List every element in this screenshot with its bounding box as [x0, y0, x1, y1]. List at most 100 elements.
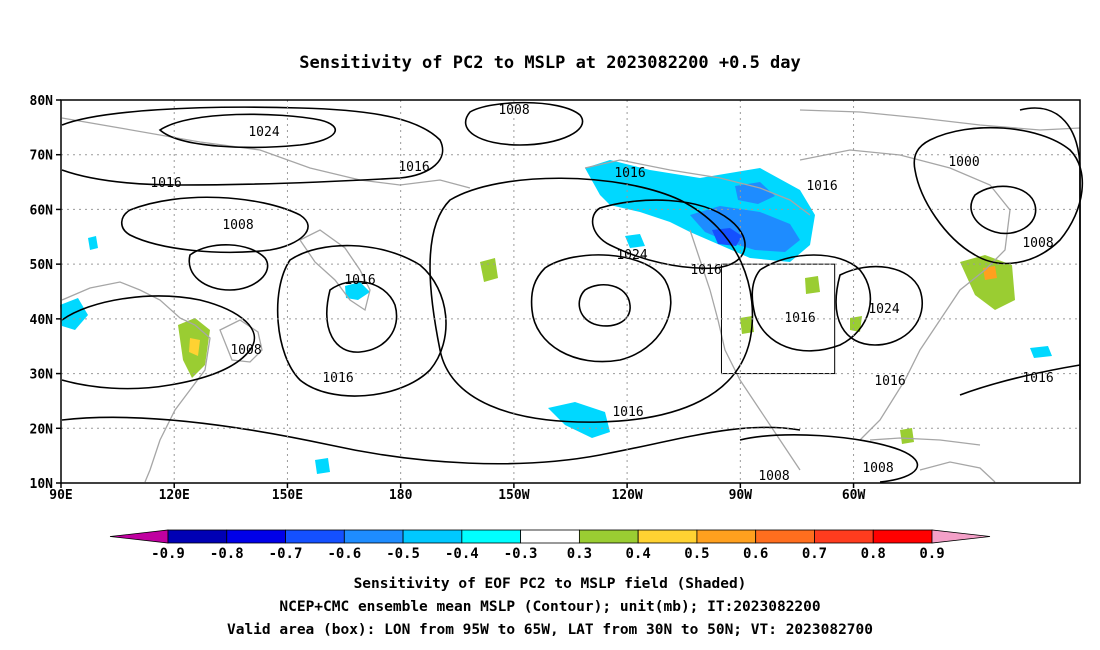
colorbar-tick-label: 0.7	[802, 546, 827, 562]
isobar-1016-north	[61, 106, 444, 186]
isobar-1024-na-high	[835, 265, 923, 346]
lat-tick-label: 10N	[30, 477, 54, 492]
shading-pos-great-lakes	[805, 276, 820, 294]
colorbar-tick-label: -0.8	[210, 546, 244, 562]
contour-label: 1024	[248, 125, 279, 140]
coastline-siberia	[61, 117, 471, 189]
coastlines	[61, 109, 1081, 483]
colorbar-box	[167, 529, 228, 544]
caption-line-3: Valid area (box): LON from 95W to 65W, L…	[227, 622, 873, 638]
contour-label: 1008	[498, 103, 529, 118]
lat-tick-label: 50N	[30, 258, 54, 273]
caption-line-2: NCEP+CMC ensemble mean MSLP (Contour); u…	[279, 599, 820, 615]
shading-blob-northwest	[88, 236, 98, 250]
colorbar-box	[343, 529, 404, 544]
contour-label: 1016	[398, 160, 429, 175]
colorbar-tick-label: 0.5	[684, 546, 709, 562]
colorbar-box	[637, 529, 698, 544]
shading-blob-kamchatka	[345, 282, 370, 300]
contour-labels: 1008 1024 1016 1016 1016 1000 1016 1008 …	[150, 103, 1053, 484]
isobar-1000-labrador	[970, 185, 1037, 235]
shading-pos-gulf	[850, 316, 862, 332]
contour-label: 1016	[1022, 371, 1053, 386]
lat-tick-label: 20N	[30, 422, 54, 437]
colorbar-box	[520, 529, 580, 544]
colorbar-tick-label: 0.3	[567, 546, 592, 562]
longitude-axis: 90E 120E 150E 180 150W 120W 90W 60W	[49, 483, 865, 503]
colorbar-box	[755, 529, 815, 544]
shading-pos-caribbean	[900, 428, 914, 444]
contour-label: 1016	[806, 179, 837, 194]
isobar-1016-aleutian	[591, 199, 746, 270]
positive-sensitivity-shading	[178, 255, 1015, 444]
isobar-1016-east-atlantic	[959, 364, 1081, 396]
colorbar-extend-low	[109, 529, 169, 544]
isobars	[61, 101, 1084, 483]
contour-label: 1000	[948, 155, 979, 170]
colorbar-box	[872, 529, 933, 544]
contour-label: 1024	[868, 302, 899, 317]
colorbar-tick-label: -0.5	[386, 546, 420, 562]
isobar-1032-pacific-core	[578, 283, 631, 327]
lon-tick-label: 180	[389, 488, 413, 503]
coastline-alaska	[584, 159, 811, 216]
contour-label: 1008	[758, 469, 789, 484]
lon-tick-label: 90W	[729, 488, 753, 503]
coastline-kamchatka	[299, 229, 371, 312]
lat-tick-label: 80N	[30, 94, 54, 109]
lat-tick-label: 70N	[30, 149, 54, 164]
shading-pos-dateline	[480, 258, 498, 282]
colorbar-box	[696, 529, 757, 544]
coastline-na-west	[689, 229, 801, 471]
lat-tick-label: 30N	[30, 368, 54, 383]
contour-label: 1016	[874, 374, 905, 389]
colorbar-box	[578, 529, 639, 544]
shading-pos-east-coast-core	[983, 266, 997, 280]
isobar-1008-china	[61, 295, 256, 390]
colorbar-tick-label: -0.6	[327, 546, 361, 562]
lon-tick-label: 120W	[611, 488, 642, 503]
contour-label: 1008	[1022, 236, 1053, 251]
coastline-japan	[219, 319, 263, 363]
contour-label: 1008	[222, 218, 253, 233]
shading-blob-east-atlantic	[1030, 346, 1052, 358]
colorbar-tick-label: -0.9	[151, 546, 185, 562]
shading-pos-east-china-core	[189, 338, 200, 356]
contour-label: 1016	[612, 405, 643, 420]
colorbar-box	[402, 529, 463, 544]
contour-label: 1008	[862, 461, 893, 476]
shading-blob-aleutian	[625, 234, 645, 248]
isobar-1008-arctic	[464, 101, 584, 146]
contour-label: 1016	[344, 273, 375, 288]
coastline-greenland	[799, 109, 1081, 131]
shading-pos-mexico	[740, 316, 754, 334]
colorbar-tick-label: -0.4	[445, 546, 479, 562]
map-title: Sensitivity of PC2 to MSLP at 2023082200…	[299, 53, 801, 73]
isobar-1008-atlantic	[913, 126, 1084, 265]
contour-label: 1016	[322, 371, 353, 386]
map-frame	[60, 99, 1081, 484]
contour-label: 1008	[230, 343, 261, 358]
coastline-asia	[61, 281, 211, 483]
contour-label: 1016	[690, 263, 721, 278]
colorbar-box	[461, 529, 522, 544]
colorbar-tick-label: 0.6	[743, 546, 768, 562]
coastline-caribbean	[869, 437, 981, 446]
isobar-1016-na-high	[751, 254, 872, 352]
shading-blob-tropical-pacific	[548, 402, 610, 438]
shading-core-1	[690, 206, 800, 252]
colorbar: -0.9 -0.8 -0.7 -0.6 -0.5 -0.4 -0.3 0.3 0.4 0.5 0.6…	[109, 529, 991, 562]
isobar-1016-kamchatka	[326, 280, 398, 353]
gridlines	[61, 100, 1080, 483]
lon-tick-label: 60W	[842, 488, 866, 503]
shading-blob-japan-sea	[60, 298, 88, 330]
map-plot-area: 1008 1024 1016 1016 1016 1000 1016 1008 …	[60, 99, 1084, 484]
contour-label: 1016	[614, 166, 645, 181]
isobar-1024-north	[158, 113, 336, 149]
colorbar-tick-label: -0.3	[504, 546, 538, 562]
lon-tick-label: 150W	[498, 488, 529, 503]
isobar-1024-pacific	[530, 254, 672, 363]
colorbar-box	[285, 529, 345, 544]
latitude-axis: 80N 70N 60N 50N 40N 30N 20N 10N	[30, 94, 61, 492]
